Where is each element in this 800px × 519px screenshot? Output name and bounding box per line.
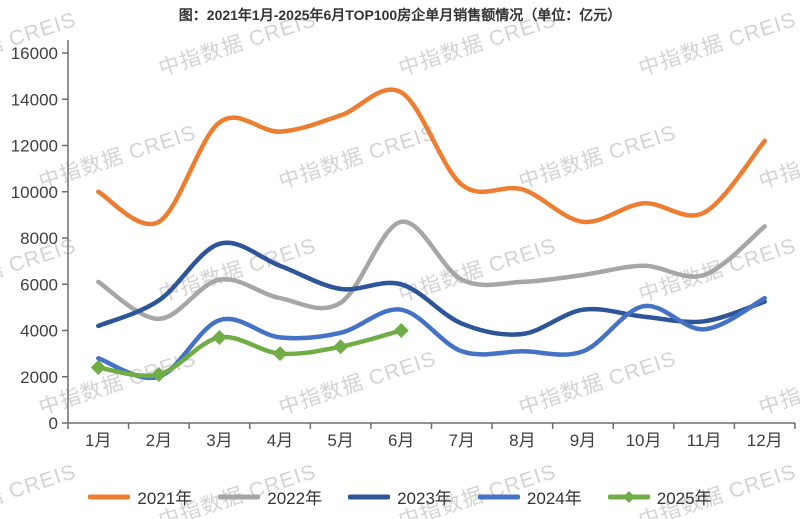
legend-swatch-2022年 xyxy=(218,494,261,499)
y-axis-label: 4000 xyxy=(20,322,58,341)
x-axis-label: 9月 xyxy=(570,431,596,450)
legend-diamond xyxy=(622,490,635,503)
series-line-2024年 xyxy=(96,295,767,381)
x-axis-label: 5月 xyxy=(327,431,353,450)
series-marker-2025年 xyxy=(393,323,409,338)
series-line-2025年 xyxy=(96,328,404,378)
legend-item-2025年: 2025年 xyxy=(607,484,712,509)
legend-swatch-2023年 xyxy=(348,494,391,499)
x-axis-label: 12月 xyxy=(747,431,783,450)
series-marker-2025年 xyxy=(333,339,349,355)
legend-item-2021年: 2021年 xyxy=(88,484,192,509)
series-marker-2025年 xyxy=(272,346,288,362)
legend-swatch-2025年 xyxy=(607,490,650,503)
legend-swatch-2024年 xyxy=(477,494,520,499)
legend-label: 2022年 xyxy=(267,489,323,508)
legend-label: 2021年 xyxy=(137,489,193,508)
x-axis-label: 1月 xyxy=(85,431,111,450)
chart-title: 图：2021年1月-2025年6月TOP100房企单月销售额情况（单位：亿元） xyxy=(178,7,622,23)
legend-label: 2024年 xyxy=(526,489,582,508)
x-axis-label: 6月 xyxy=(388,431,414,450)
legend-item-2024年: 2024年 xyxy=(477,484,582,509)
series-marker-2025年 xyxy=(90,360,106,375)
legend-item-2023年: 2023年 xyxy=(348,484,452,509)
x-axis-label: 4月 xyxy=(267,431,293,450)
x-axis-label: 7月 xyxy=(449,431,475,450)
chart-canvas: 0 2000 4000 6000 8000 10000 12000 14000 16000 1月 2… xyxy=(11,40,796,450)
y-axis-label: 8000 xyxy=(20,229,58,248)
series-marker-2025年 xyxy=(151,366,167,382)
y-axis-label: 14000 xyxy=(11,90,58,109)
y-axis-label: 10000 xyxy=(11,183,58,202)
series-line-2023年 xyxy=(96,240,767,337)
legend-label: 2023年 xyxy=(397,489,452,508)
chart-legend: 2021年 2022年 2023年 2024年 2025年 xyxy=(0,484,800,509)
x-axis-label: 10月 xyxy=(626,431,662,450)
y-axis-label: 16000 xyxy=(11,44,58,63)
legend-swatch-2021年 xyxy=(88,494,131,499)
y-axis-label: 6000 xyxy=(20,275,58,294)
x-axis-label: 8月 xyxy=(509,431,535,450)
series-line-2021年 xyxy=(96,87,767,227)
x-axis-label: 11月 xyxy=(687,431,722,450)
legend-item-2022年: 2022年 xyxy=(218,484,322,509)
series-marker-2025年 xyxy=(211,329,227,345)
y-axis-label: 12000 xyxy=(11,137,58,156)
series-line-2022年 xyxy=(96,219,767,322)
y-axis-label: 0 xyxy=(49,414,58,433)
y-axis-label: 2000 xyxy=(20,368,58,387)
legend-label: 2025年 xyxy=(656,489,712,508)
x-axis-label: 2月 xyxy=(146,431,172,450)
x-axis-label: 3月 xyxy=(206,431,232,450)
